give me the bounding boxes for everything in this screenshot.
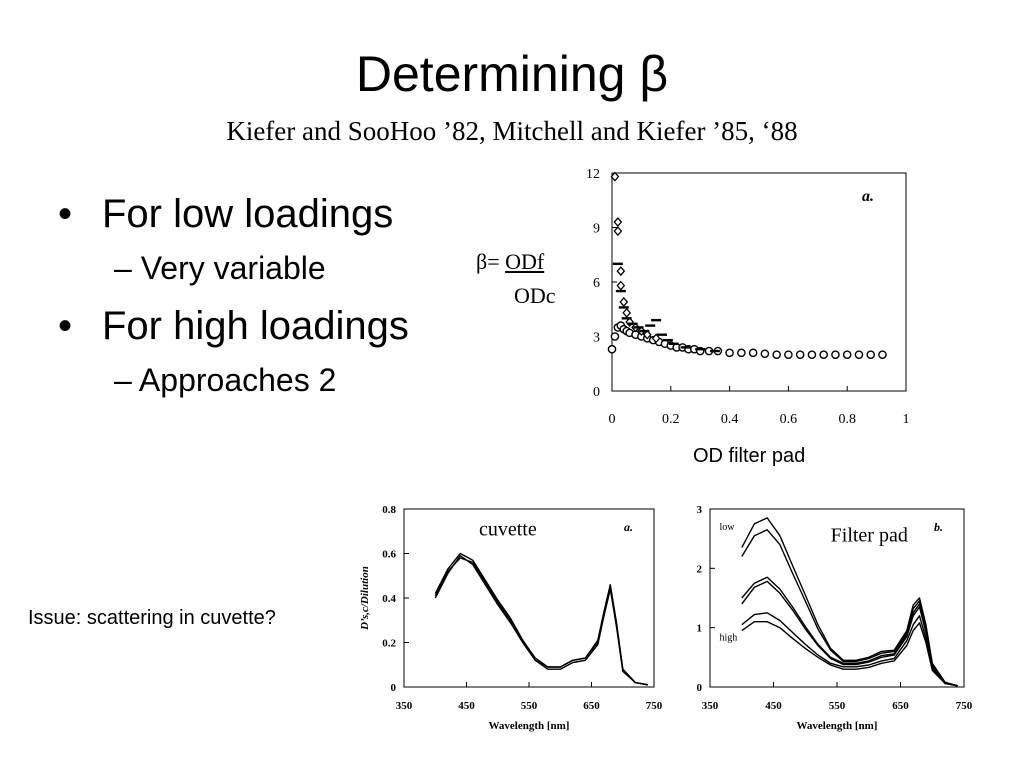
data-point-diamond: [616, 280, 626, 291]
x-tick-label: 750: [956, 700, 973, 712]
series-label-low: low: [720, 522, 736, 533]
data-point-circle: [842, 350, 852, 359]
x-axis-title: Wavelength [nm]: [489, 720, 570, 732]
y-tick-label: 0.4: [382, 593, 396, 605]
y-axis-title: D’st/ Dilution: [674, 567, 677, 630]
data-point-diamond: [610, 171, 620, 182]
data-point-circle: [784, 350, 793, 359]
x-tick-label: 350: [396, 700, 413, 712]
data-point-diamond: [616, 266, 626, 277]
series-line: [741, 612, 958, 687]
series-line: [741, 580, 958, 687]
slide-subtitle: Kiefer and SooHoo ’82, Mitchell and Kief…: [226, 116, 798, 146]
formula-denominator: ODc: [514, 283, 556, 308]
data-point-circle: [772, 350, 781, 359]
y-axis-title: D’s,c/Dilution: [359, 566, 371, 631]
y-tick-label: 12: [586, 167, 600, 182]
cuvette-spectra-chart: 0 0.2 0.4 0.6 0.8 350 450 550 650 750 Wavelength […: [359, 504, 663, 732]
y-tick-label: 3: [697, 504, 703, 516]
y-tick-label: 0: [391, 682, 397, 694]
data-point-circle: [760, 349, 770, 359]
x-tick-label: 0.8: [838, 412, 856, 427]
data-point-diamond: [613, 217, 623, 228]
data-point-diamond: [625, 316, 635, 327]
data-point-circle: [607, 344, 617, 354]
series-line: [434, 552, 648, 686]
panel-label: a.: [862, 188, 874, 205]
x-tick-label: 650: [583, 700, 600, 712]
issue-caption: Issue: scattering in cuvette?: [28, 607, 276, 629]
od-filter-pad-caption: OD filter pad: [693, 445, 806, 467]
data-point-diamond: [651, 333, 661, 344]
y-tick-label: 2: [697, 563, 703, 575]
x-tick-label: 1: [903, 412, 910, 427]
x-tick-label: 0.2: [662, 412, 680, 427]
bullet-low-loadings: For low loadings: [58, 190, 409, 238]
series-line: [741, 529, 958, 687]
data-point-circle: [854, 350, 864, 359]
y-tick-label: 0: [697, 682, 703, 694]
y-tick-label: 3: [593, 331, 600, 346]
x-tick-label: 0.4: [721, 412, 739, 427]
y-tick-label: 0.6: [382, 549, 396, 561]
data-point-circle: [831, 350, 840, 359]
y-tick-label: 0: [593, 385, 600, 400]
y-tick-label: 0.8: [382, 504, 396, 516]
data-point-circle: [610, 332, 620, 341]
data-point-circle: [807, 350, 817, 359]
x-tick-label: 350: [702, 700, 719, 712]
data-point-circle: [725, 348, 734, 358]
formula-lhs: β=: [476, 249, 500, 274]
slide-title: Determining β: [355, 46, 669, 102]
panel-label: a.: [624, 520, 633, 534]
sub-bullet-very-variable: – Very variable: [114, 250, 326, 286]
x-tick-label: 450: [765, 700, 782, 712]
data-point-circle: [819, 350, 828, 359]
panel-label: b.: [934, 520, 943, 534]
bullet-high-loadings: For high loadings: [58, 302, 409, 350]
data-point-circle: [737, 348, 746, 358]
x-tick-label: 650: [892, 700, 909, 712]
data-point-circle: [748, 348, 758, 358]
annotation-cuvette: cuvette: [479, 519, 537, 541]
x-tick-label: 0.6: [780, 412, 798, 427]
data-point-circle: [866, 350, 876, 359]
x-tick-label: 0: [609, 412, 616, 427]
y-tick-label: 0.2: [382, 638, 396, 650]
beta-scatter-chart: 0 3 6 9 12 0 0.2 0.4 0.6 0.8 1 a.: [586, 167, 910, 427]
data-point-diamond: [619, 296, 629, 307]
data-point-diamond: [613, 226, 623, 237]
y-tick-label: 9: [593, 222, 600, 237]
bullet-list: For low loadings – Very variable For hig…: [58, 190, 409, 414]
plot-frame: [611, 172, 907, 392]
x-axis-title: Wavelength [nm]: [797, 720, 878, 732]
x-tick-label: 450: [458, 700, 475, 712]
series-line: [741, 620, 958, 687]
series-line: [434, 555, 648, 686]
x-tick-label: 550: [521, 700, 538, 712]
series-label-high: high: [720, 633, 738, 644]
beta-formula: β= ODf ODc: [476, 249, 556, 308]
sub-bullet-approaches-2: – Approaches 2: [114, 362, 337, 398]
annotation-filter-pad: Filter pad: [831, 525, 908, 547]
x-tick-label: 550: [829, 700, 846, 712]
y-tick-label: 6: [593, 276, 600, 291]
data-point-circle: [795, 350, 805, 359]
data-point-diamond: [622, 307, 632, 318]
formula-numerator: ODf: [505, 249, 545, 274]
data-point-diamond: [642, 329, 652, 340]
filter-pad-spectra-chart: 0 1 2 3 350 450 550 650 750 Wavelength [nm] D’st/ …: [674, 504, 973, 732]
x-tick-label: 750: [646, 700, 663, 712]
data-point-circle: [878, 350, 887, 359]
y-tick-label: 1: [697, 623, 703, 635]
